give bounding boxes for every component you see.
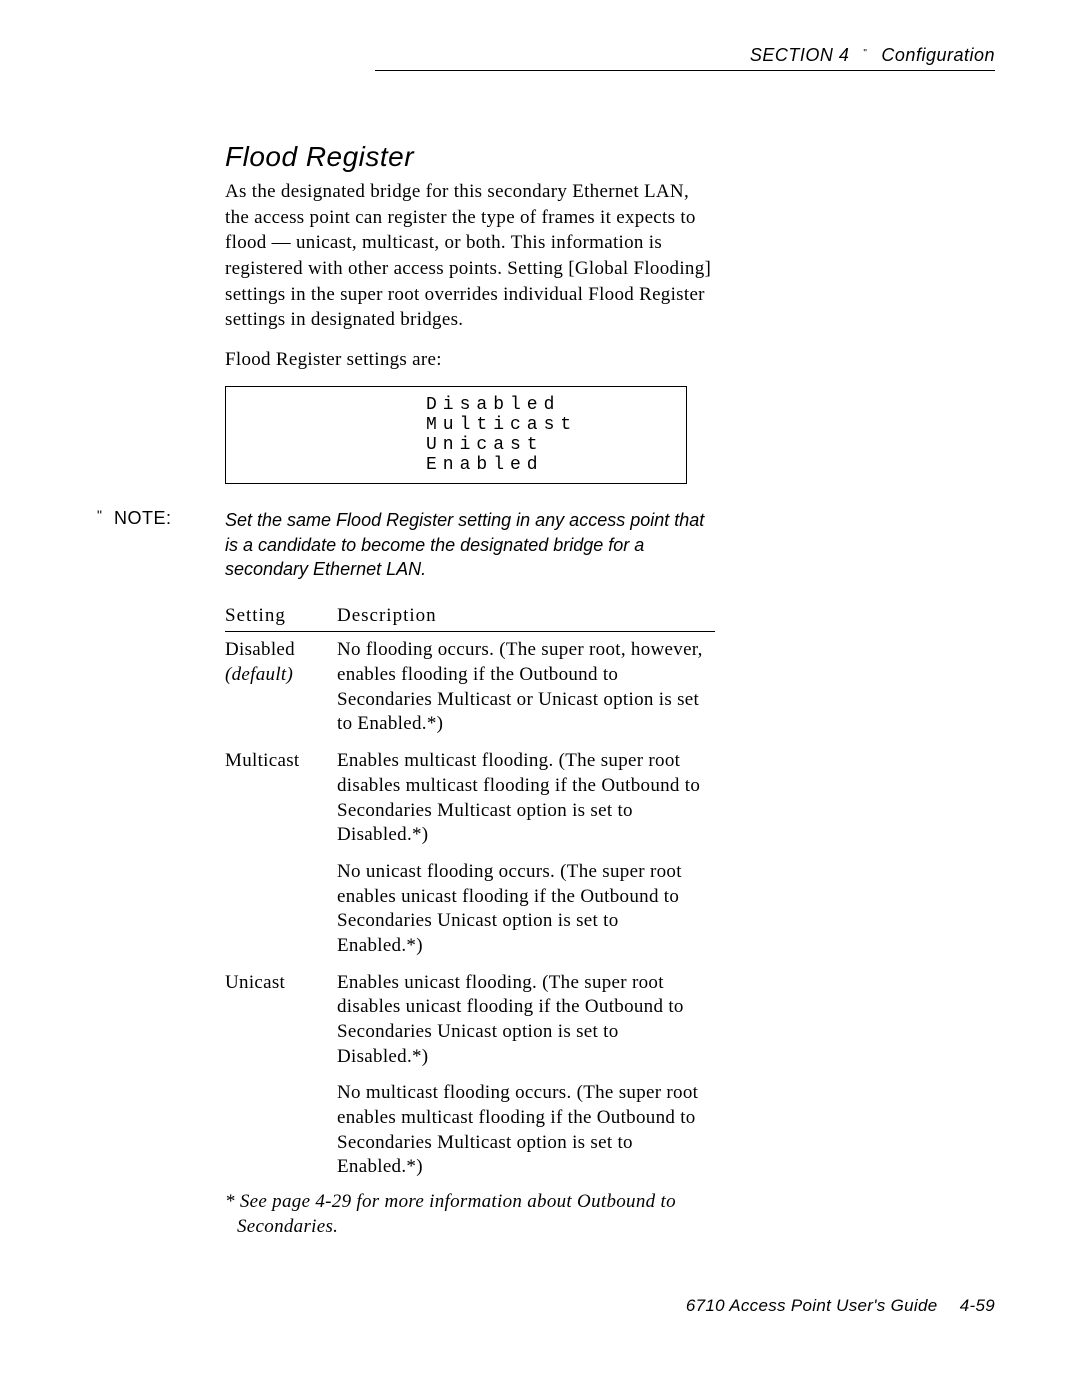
footnote: * See page 4-29 for more information abo… — [225, 1190, 727, 1239]
setting-name: Disabled — [225, 639, 295, 660]
note-quote-mark: " — [97, 508, 102, 522]
table-row: No multicast flooding occurs. (The super… — [225, 1075, 715, 1186]
page-footer: 6710 Access Point User's Guide 4-59 — [365, 1296, 995, 1316]
note-label: NOTE: — [114, 508, 172, 529]
settings-label: Flood Register settings are: — [225, 347, 715, 373]
cell-description: No flooding occurs. (The super root, how… — [337, 632, 715, 743]
table-row: No unicast flooding occurs. (The super r… — [225, 854, 715, 965]
content-column: Flood Register As the designated bridge … — [225, 141, 715, 484]
cell-setting — [225, 1075, 337, 1186]
page-header: SECTION 4 " Configuration — [375, 45, 995, 71]
cell-setting — [225, 854, 337, 965]
cell-description: Enables unicast flooding. (The super roo… — [337, 965, 715, 1076]
note-text: Set the same Flood Register setting in a… — [225, 508, 715, 581]
table-row: Multicast Enables multicast flooding. (T… — [225, 743, 715, 854]
table-header-row: Setting Description — [225, 603, 715, 632]
option-disabled: Disabled — [226, 395, 686, 415]
options-box: Disabled Multicast Unicast Enabled — [225, 386, 687, 484]
section-heading: Flood Register — [225, 141, 715, 173]
cell-setting: Unicast — [225, 965, 337, 1076]
setting-default: (default) — [225, 664, 293, 685]
settings-table: Setting Description Disabled (default) N… — [225, 603, 715, 1186]
header-bullet: " — [863, 48, 867, 69]
option-unicast: Unicast — [226, 435, 686, 455]
page: SECTION 4 " Configuration Flood Register… — [0, 0, 1080, 1376]
header-title: Configuration — [881, 45, 995, 66]
option-enabled: Enabled — [226, 455, 686, 475]
cell-setting: Multicast — [225, 743, 337, 854]
col-header-description: Description — [337, 603, 715, 632]
cell-setting: Disabled (default) — [225, 632, 337, 743]
note-row: " NOTE: Set the same Flood Register sett… — [97, 508, 995, 581]
header-section: SECTION 4 — [750, 45, 850, 66]
intro-paragraph: As the designated bridge for this second… — [225, 179, 715, 333]
cell-description: No multicast flooding occurs. (The super… — [337, 1075, 715, 1186]
note-label-wrap: " NOTE: — [97, 508, 225, 581]
option-multicast: Multicast — [226, 415, 686, 435]
col-header-setting: Setting — [225, 603, 337, 632]
table-row: Unicast Enables unicast flooding. (The s… — [225, 965, 715, 1076]
table-row: Disabled (default) No flooding occurs. (… — [225, 632, 715, 743]
cell-description: Enables multicast flooding. (The super r… — [337, 743, 715, 854]
cell-description: No unicast flooding occurs. (The super r… — [337, 854, 715, 965]
